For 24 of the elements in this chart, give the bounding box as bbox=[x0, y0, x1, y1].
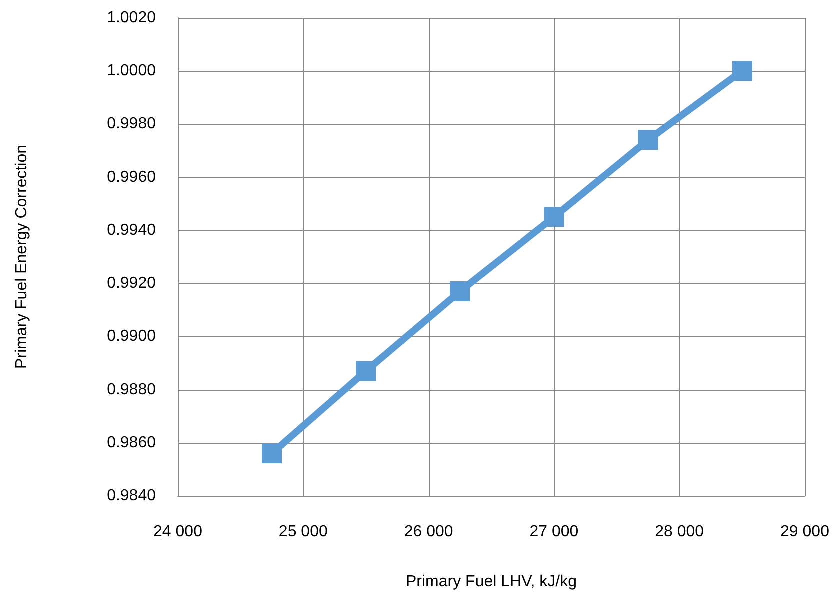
y-axis-title: Primary Fuel Energy Correction bbox=[14, 144, 30, 370]
point bbox=[356, 361, 376, 382]
x-tick-label: 28 000 bbox=[655, 524, 704, 540]
x-tick-label: 24 000 bbox=[154, 524, 203, 540]
point bbox=[732, 61, 752, 82]
x-tick-label: 25 000 bbox=[278, 524, 328, 540]
point bbox=[638, 130, 658, 150]
y-tick-label: 0.9940 bbox=[107, 222, 156, 239]
y-tick-label: 0.9980 bbox=[107, 116, 156, 133]
y-tick-label: 0.9920 bbox=[107, 275, 156, 292]
x-tick-label: 26 000 bbox=[404, 524, 454, 540]
y-tick-label: 0.9860 bbox=[107, 434, 156, 452]
y-tick-label: 1.0020 bbox=[107, 10, 156, 26]
y-tick-label: 0.9880 bbox=[107, 381, 156, 398]
x-tick-label: 27 000 bbox=[530, 524, 579, 540]
point bbox=[262, 444, 282, 464]
y-tick-label: 0.9900 bbox=[107, 328, 156, 346]
y-tick-label: 0.9840 bbox=[107, 488, 156, 504]
y-tick-label: 1.0000 bbox=[107, 62, 156, 80]
point bbox=[450, 282, 470, 302]
y-tick-label: 0.9960 bbox=[107, 168, 156, 186]
point bbox=[544, 207, 564, 228]
x-axis-title: Primary Fuel LHV, kJ/kg bbox=[406, 574, 578, 590]
x-tick-label: 29 000 bbox=[780, 524, 830, 540]
